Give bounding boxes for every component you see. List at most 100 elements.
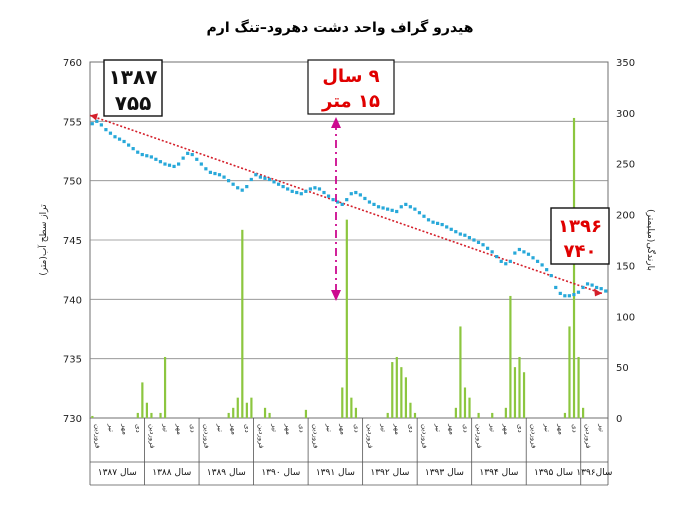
month-label: تیر bbox=[598, 423, 606, 432]
left-axis-label: تراز سطح آب(متر) bbox=[37, 204, 49, 276]
rainfall-bar bbox=[459, 326, 462, 418]
level-point bbox=[485, 246, 490, 250]
level-point bbox=[208, 170, 213, 174]
annotation-start-year: ۱۳۸۷ bbox=[109, 65, 158, 89]
rainfall-bar bbox=[468, 397, 471, 418]
rainfall-bar bbox=[395, 356, 398, 418]
rainfall-bar bbox=[400, 367, 403, 418]
month-label: فروردین bbox=[529, 424, 537, 448]
level-point bbox=[308, 187, 312, 191]
month-label: تیر bbox=[489, 423, 497, 432]
level-point bbox=[226, 179, 231, 183]
rainfall-bar bbox=[386, 412, 389, 418]
month-labels: فروردین تیر مهر دی فروردین تیر مهر دی فروردین تیر… bbox=[93, 423, 605, 448]
level-point bbox=[167, 163, 172, 167]
annotation-end-year: ۱۳۹۶ bbox=[558, 216, 602, 237]
level-point bbox=[531, 256, 535, 260]
level-point bbox=[604, 289, 608, 293]
month-label: مهر bbox=[393, 423, 401, 435]
month-label: فروردین bbox=[202, 424, 210, 448]
month-label: دی bbox=[134, 424, 142, 433]
level-point bbox=[449, 227, 453, 231]
left-tick-label: 760 bbox=[63, 58, 82, 69]
month-label: تیر bbox=[107, 423, 115, 432]
month-label: مهر bbox=[557, 423, 565, 435]
level-point bbox=[481, 243, 485, 247]
drop-arrow bbox=[331, 117, 341, 301]
level-point bbox=[145, 154, 149, 158]
rainfall-bar bbox=[504, 407, 507, 418]
annotation-end-level: ۷۴۰ bbox=[564, 241, 597, 262]
rainfall-bar bbox=[491, 412, 494, 418]
level-point bbox=[349, 192, 353, 196]
level-point bbox=[417, 211, 422, 215]
level-point bbox=[295, 190, 299, 195]
rainfall-bar bbox=[577, 356, 580, 418]
rainfall-bar bbox=[513, 367, 517, 418]
rainfall-bar bbox=[582, 407, 585, 418]
level-point bbox=[249, 177, 253, 182]
level-point bbox=[236, 186, 240, 190]
level-point bbox=[108, 131, 113, 135]
level-point bbox=[177, 162, 181, 166]
year-label: سال ۱۳۹۰ bbox=[261, 468, 300, 478]
rainfall-bar bbox=[409, 402, 412, 418]
level-point bbox=[526, 252, 531, 256]
level-point bbox=[245, 185, 249, 189]
level-point bbox=[590, 283, 594, 287]
level-point bbox=[599, 287, 603, 291]
rainfall-bar bbox=[350, 397, 353, 418]
annotation-box-end: ۱۳۹۶ ۷۴۰ bbox=[550, 207, 610, 265]
month-label: فروردین bbox=[311, 424, 319, 448]
rainfall-bar bbox=[522, 372, 526, 418]
level-point bbox=[322, 190, 326, 195]
year-label: سال ۱۳۹۴ bbox=[479, 468, 518, 478]
level-point bbox=[572, 292, 576, 297]
left-tick-label: 745 bbox=[63, 236, 82, 247]
rainfall-bar bbox=[241, 229, 244, 418]
level-point bbox=[458, 232, 462, 236]
level-point bbox=[186, 151, 190, 155]
level-point bbox=[299, 192, 303, 196]
rainfall-bar bbox=[159, 412, 162, 418]
rainfall-bar bbox=[477, 412, 480, 418]
left-tick-label: 750 bbox=[63, 177, 82, 188]
month-label: فروردین bbox=[257, 424, 265, 448]
month-label: مهر bbox=[284, 423, 292, 435]
left-axis-ticks: 730 735 740 745 750 755 760 bbox=[63, 58, 82, 425]
month-label: مهر bbox=[121, 423, 129, 435]
grid-lines bbox=[90, 120, 608, 360]
rainfall-bar bbox=[345, 219, 348, 418]
level-point bbox=[222, 175, 226, 179]
level-point bbox=[554, 285, 558, 290]
right-tick-label: 0 bbox=[616, 414, 622, 425]
rainfall-bar bbox=[268, 412, 271, 418]
level-point bbox=[422, 214, 426, 218]
level-point bbox=[381, 206, 385, 210]
left-tick-label: 755 bbox=[63, 117, 82, 128]
level-point bbox=[445, 225, 449, 229]
level-point bbox=[195, 157, 199, 161]
year-label: سال ۱۳۹۱ bbox=[316, 468, 355, 478]
level-point bbox=[99, 123, 103, 127]
level-point bbox=[336, 200, 340, 204]
year-label: سال ۱۳۸۸ bbox=[152, 468, 191, 478]
rainfall-bar bbox=[341, 387, 344, 418]
right-axis-ticks: 0 50 100 150 200 250 300 350 bbox=[616, 58, 635, 425]
level-point bbox=[372, 202, 376, 206]
right-tick-label: 350 bbox=[616, 58, 635, 69]
month-label: دی bbox=[189, 424, 197, 433]
level-point bbox=[595, 285, 599, 290]
rainfall-bar bbox=[568, 326, 571, 418]
level-point bbox=[149, 155, 153, 159]
level-point bbox=[263, 176, 267, 180]
month-label: دی bbox=[352, 424, 360, 433]
month-label: تیر bbox=[216, 423, 224, 432]
level-point bbox=[122, 139, 126, 144]
level-point bbox=[131, 147, 135, 151]
level-point bbox=[454, 230, 458, 234]
right-tick-label: 250 bbox=[616, 160, 635, 171]
month-label: دی bbox=[516, 424, 524, 433]
level-point bbox=[340, 202, 344, 206]
level-point bbox=[522, 250, 526, 254]
